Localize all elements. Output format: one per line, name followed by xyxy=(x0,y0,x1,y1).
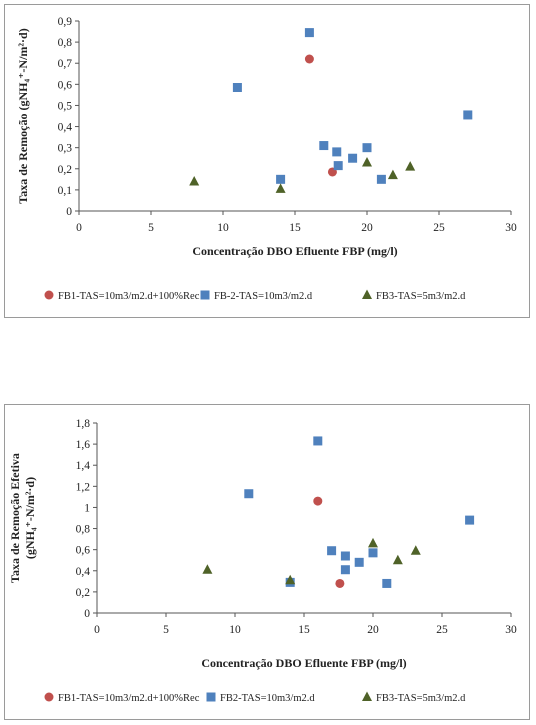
data-point-triangle xyxy=(387,169,398,180)
x-tick-label: 5 xyxy=(148,222,154,234)
data-point-square xyxy=(362,143,372,153)
legend-marker-triangle xyxy=(362,289,372,299)
data-point-square xyxy=(354,557,364,567)
y-tick-label: 0,6 xyxy=(58,79,73,91)
data-point-square xyxy=(465,515,475,525)
data-point-square xyxy=(382,578,392,588)
data-point-triangle xyxy=(405,161,416,171)
data-point-square xyxy=(340,551,350,561)
x-tick-label: 30 xyxy=(505,624,517,636)
y-tick-label: 1 xyxy=(84,502,90,514)
y-tick-label: 1,8 xyxy=(76,418,91,430)
legend-label: FB-2-TAS=10m3/m2.d xyxy=(214,291,313,302)
data-point-square xyxy=(340,565,350,575)
y-tick-label: 1,4 xyxy=(76,460,91,472)
legend-marker-triangle xyxy=(362,691,372,701)
data-point-square xyxy=(232,83,242,92)
chart-2-effective-removal-rate: 0 0,2 0,4 0,6 0,8 1 1,2 1,4 1,6 1,8 0 5 10 15 20 25 30 Co… xyxy=(4,404,530,720)
data-point-circle xyxy=(335,578,345,588)
x-axis-title: Concentração DBO Efluente FBP (mg/l) xyxy=(201,656,406,670)
chart-2-plot: 0 0,2 0,4 0,6 0,8 1 1,2 1,4 1,6 1,8 0 5 10 15 20 25 30 Co… xyxy=(8,418,517,704)
data-point-square xyxy=(463,110,473,120)
data-point-triangle xyxy=(285,574,296,585)
data-point-square xyxy=(333,161,343,171)
data-point-square xyxy=(319,141,329,151)
y-tick-label: 0,4 xyxy=(76,566,91,578)
data-point-square xyxy=(376,174,386,184)
x-tick-label: 10 xyxy=(217,222,229,234)
data-point-triangle xyxy=(189,175,200,186)
data-point-triangle xyxy=(362,156,372,167)
x-tick-label: 20 xyxy=(361,222,373,234)
legend-label: FB2-TAS=10m3/m2.d xyxy=(220,693,315,704)
x-tick-label: 30 xyxy=(505,222,517,234)
data-point-square xyxy=(368,548,378,558)
data-point-triangle xyxy=(368,537,378,548)
y-tick-label: 1,2 xyxy=(76,481,91,493)
x-tick-label: 10 xyxy=(229,624,241,636)
data-point-circle xyxy=(313,496,323,506)
y-tick-label: 0,5 xyxy=(58,100,73,112)
y-axis-title: Taxa de Remoção (gNH₄⁺-N/m²·d) xyxy=(16,28,30,203)
legend-marker-square xyxy=(206,692,216,702)
x-tick-label: 15 xyxy=(298,624,310,636)
y-tick-label: 0,9 xyxy=(58,16,73,28)
data-point-square xyxy=(244,489,254,499)
data-point-triangle xyxy=(392,554,403,565)
x-tick-label: 0 xyxy=(94,624,100,636)
data-point-circle xyxy=(304,54,314,64)
y-tick-label: 0,7 xyxy=(58,58,73,70)
x-tick-label: 5 xyxy=(163,624,169,636)
legend-marker-circle xyxy=(44,290,54,300)
data-point-square xyxy=(332,147,342,157)
legend-label: FB1-TAS=10m3/m2.d+100%Rec xyxy=(58,291,200,302)
y-tick-label: 0,6 xyxy=(76,545,91,557)
chart-1-plot: 0 0,1 0,2 0,3 0,4 0,5 0,6 0,7 0,8 0,9 0 5 10 15 20 25 30… xyxy=(16,16,517,302)
x-tick-label: 15 xyxy=(289,222,301,234)
data-point-triangle xyxy=(275,183,286,193)
data-point-square xyxy=(276,174,286,184)
y-axis-title-line: (gNH₄⁺-N/m²·d) xyxy=(23,477,37,559)
x-tick-label: 25 xyxy=(433,222,445,234)
y-tick-label: 0,8 xyxy=(76,524,91,536)
x-axis-title: Concentração DBO Efluente FBP (mg/l) xyxy=(192,244,397,258)
y-axis-title-line: Taxa de Remoção Efetiva xyxy=(8,453,22,583)
legend-marker-square xyxy=(200,290,210,300)
data-point-square xyxy=(348,153,358,163)
y-tick-label: 0 xyxy=(84,608,90,620)
legend-label: FB3-TAS=5m3/m2.d xyxy=(376,693,466,704)
y-tick-label: 0,8 xyxy=(58,37,73,49)
legend-marker-circle xyxy=(44,692,54,702)
y-tick-label: 0,2 xyxy=(76,587,91,599)
data-point-square xyxy=(313,436,323,446)
y-tick-label: 0,4 xyxy=(58,122,73,134)
y-tick-label: 0,2 xyxy=(58,164,73,176)
x-tick-label: 20 xyxy=(367,624,379,636)
legend-label: FB1-TAS=10m3/m2.d+100%Rec xyxy=(58,693,200,704)
x-tick-label: 25 xyxy=(436,624,448,636)
y-axis-title: Taxa de Remoção Efetiva(gNH₄⁺-N/m²·d) xyxy=(8,453,37,583)
y-tick-label: 0,3 xyxy=(58,143,73,155)
data-point-triangle xyxy=(202,564,213,574)
chart-1-removal-rate: 0 0,1 0,2 0,3 0,4 0,5 0,6 0,7 0,8 0,9 0 5 10 15 20 25 30… xyxy=(4,4,530,318)
y-tick-label: 1,6 xyxy=(76,439,91,451)
y-tick-label: 0 xyxy=(66,206,72,218)
data-point-square xyxy=(304,28,314,38)
y-tick-label: 0,1 xyxy=(58,185,73,197)
data-point-triangle xyxy=(410,545,421,555)
x-tick-label: 0 xyxy=(76,222,82,234)
data-point-square xyxy=(327,546,337,556)
legend-label: FB3-TAS=5m3/m2.d xyxy=(376,291,466,302)
